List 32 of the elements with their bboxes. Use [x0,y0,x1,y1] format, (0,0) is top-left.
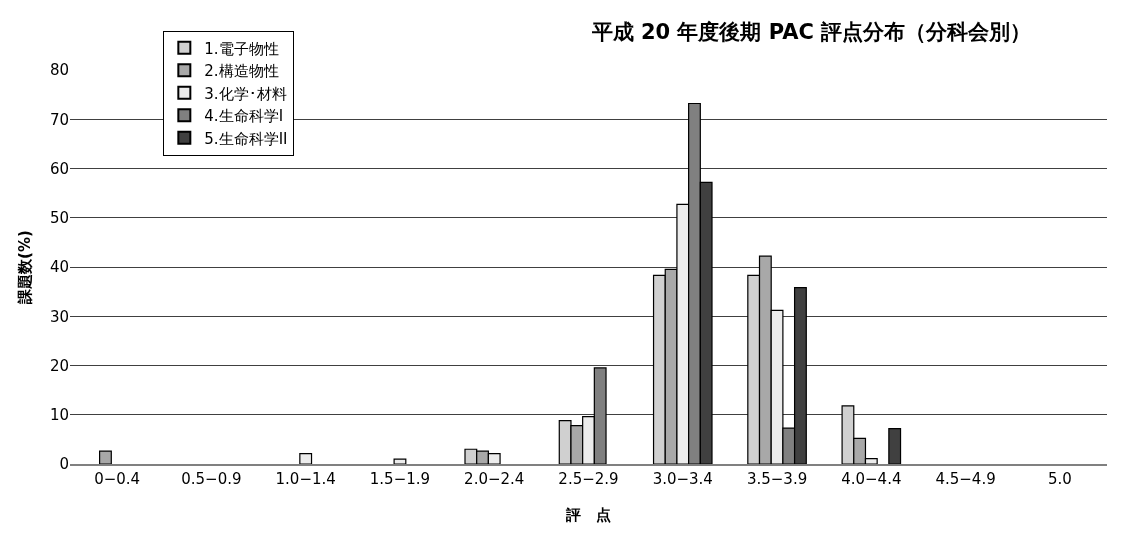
bar [393,458,407,464]
chart-title: 平成 20 年度後期 PAC 評点分布（分科会別） [590,20,1032,45]
legend-label: 2.構造物性 [204,62,279,81]
x-tick-label: 3.5−3.9 [746,470,808,488]
x-tick-label: 2.0−2.4 [464,470,525,488]
legend-label: 3.化学･材料 [204,84,287,103]
x-tick-label: 1.0−1.4 [275,470,336,488]
y-tick-label: 10 [49,406,69,424]
y-tick-label: 60 [49,159,69,178]
x-tick-label: 3.0−3.4 [652,470,713,488]
y-tick-label: 80 [49,61,69,80]
bar [888,427,902,464]
y-tick-label: 50 [49,209,69,227]
x-tick-label: 2.5−2.9 [558,470,619,488]
y-tick-label: 40 [49,258,69,277]
x-tick-label: 4.5−4.9 [935,470,996,488]
y-tick-label: 70 [49,110,69,129]
x-tick-label: 0−0.4 [94,470,141,488]
legend-label: 1.電子物性 [204,39,279,58]
bar [99,450,112,464]
x-tick-label: 4.0−4.4 [841,470,902,488]
y-tick-label: 30 [49,307,69,326]
legend-label: 5.生命科学II [204,129,288,148]
x-tick-label: 1.5−1.9 [369,470,431,488]
x-tick-label: 5.0 [1047,470,1072,488]
y-tick-label: 20 [49,356,69,375]
bar [299,453,313,464]
x-tick-label: 0.5−0.9 [181,470,242,488]
y-tick-label: 0 [59,455,69,474]
x-axis-title: 評 点 [565,506,611,524]
legend-label: 4.生命科学I [204,107,284,126]
y-axis-title: 課題数(%) [16,230,34,305]
